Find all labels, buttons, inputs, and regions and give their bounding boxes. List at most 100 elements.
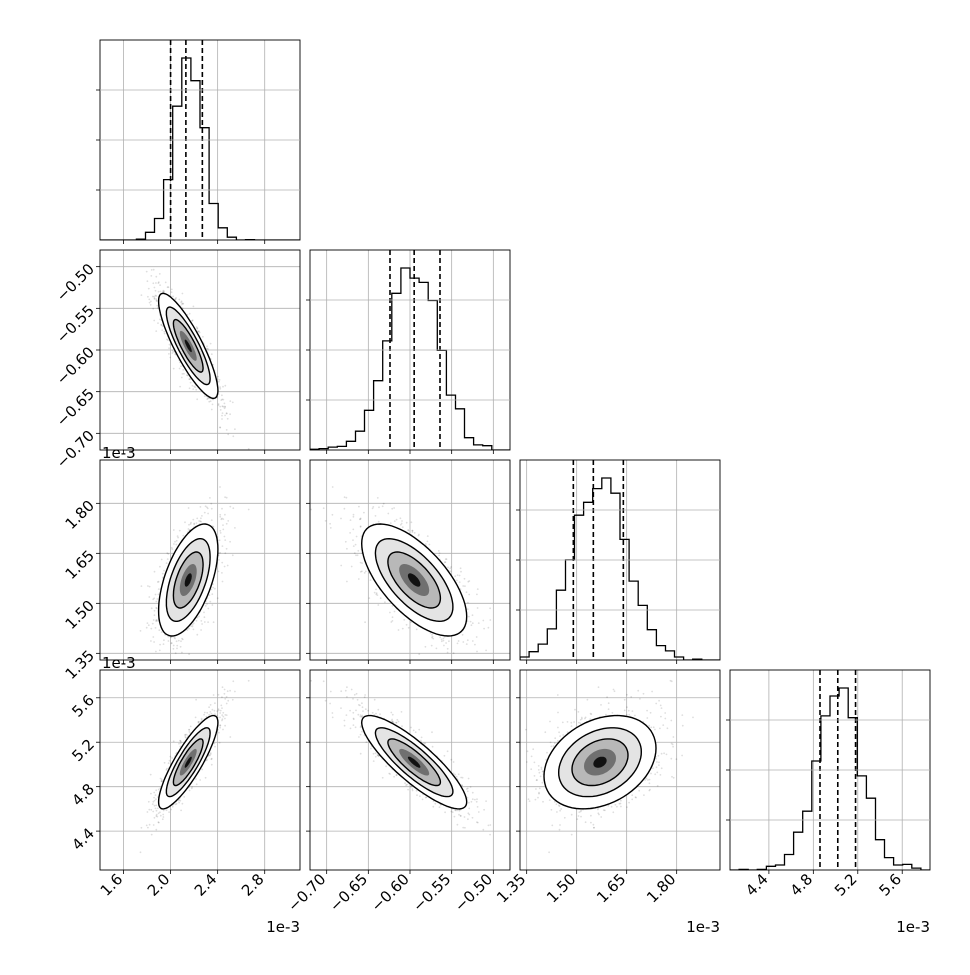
scatter-point: [155, 295, 157, 297]
scatter-point: [477, 588, 479, 590]
scatter-point: [206, 345, 208, 347]
scatter-point: [425, 646, 427, 648]
scatter-point: [182, 373, 184, 375]
scatter-point: [207, 621, 209, 623]
scatter-point: [234, 527, 236, 529]
scatter-point: [364, 572, 366, 574]
scatter-point: [189, 387, 191, 389]
scatter-point: [140, 630, 142, 632]
histogram-step: [100, 58, 300, 240]
scatter-point: [188, 628, 190, 630]
scatter-point: [200, 517, 202, 519]
scatter-point: [180, 646, 182, 648]
scatter-point: [218, 404, 220, 406]
scatter-point: [163, 643, 165, 645]
panel-content: [100, 245, 300, 450]
scatter-point: [162, 573, 164, 575]
scatter-point: [196, 518, 198, 520]
scatter-point: [193, 386, 195, 388]
scatter-point: [360, 571, 362, 573]
scatter-point: [158, 588, 160, 590]
scatter-point: [365, 571, 367, 573]
scatter-point: [460, 571, 462, 573]
scatter-point: [364, 621, 366, 623]
scatter-point: [352, 529, 354, 531]
scatter-point: [200, 629, 202, 631]
scatter-point: [368, 597, 370, 599]
scatter-point: [171, 642, 173, 644]
scatter-point: [229, 541, 231, 543]
scatter-point: [219, 516, 221, 518]
scatter-point: [219, 552, 221, 554]
scatter-point: [155, 282, 157, 284]
scatter-point: [192, 519, 194, 521]
scatter-point: [227, 565, 229, 567]
scatter-point: [155, 276, 157, 278]
scatter-point: [163, 639, 165, 641]
scatter-point: [458, 640, 460, 642]
scatter-point: [467, 602, 469, 604]
scatter-point: [459, 581, 461, 583]
scatter-point: [418, 653, 420, 655]
scatter-point: [159, 650, 161, 652]
scatter-point: [166, 664, 168, 666]
scatter-point: [168, 347, 170, 349]
scatter-point: [164, 333, 166, 335]
scatter-point: [467, 608, 469, 610]
scatter-point: [188, 653, 190, 655]
scatter-point: [222, 412, 224, 414]
scatter-point: [209, 497, 211, 499]
scatter-point: [171, 289, 173, 291]
scatter-point: [181, 377, 183, 379]
scatter-point: [400, 517, 402, 519]
scatter-point: [188, 528, 190, 530]
scatter-point: [163, 570, 165, 572]
scatter-point: [148, 624, 150, 626]
scatter-point: [192, 319, 194, 321]
scatter-point: [166, 552, 168, 554]
scatter-point: [193, 622, 195, 624]
scatter-point: [176, 640, 178, 642]
scatter-point: [158, 581, 160, 583]
scatter-point: [378, 521, 380, 523]
scatter-point: [155, 330, 157, 332]
scatter-point: [207, 513, 209, 515]
scatter-point: [182, 303, 184, 305]
scatter-point: [153, 641, 155, 643]
scatter-point: [377, 604, 379, 606]
scatter-point: [478, 622, 480, 624]
scatter-point: [184, 521, 186, 523]
scatter-point: [159, 566, 161, 568]
scatter-point: [172, 350, 174, 352]
scatter-point: [464, 578, 466, 580]
scatter-point: [214, 588, 216, 590]
scatter-point: [346, 548, 348, 550]
scatter-point: [441, 640, 443, 642]
scatter-point: [210, 503, 212, 505]
scatter-point: [151, 269, 153, 271]
scatter-point: [166, 562, 168, 564]
scatter-point: [159, 644, 161, 646]
scatter-point: [489, 607, 491, 609]
scatter-point: [196, 634, 198, 636]
scatter-point: [224, 496, 226, 498]
scatter-point: [513, 630, 515, 632]
panel-2-0: [96, 460, 300, 670]
scatter-point: [176, 540, 178, 542]
scatter-point: [226, 523, 228, 525]
scatter-point: [193, 523, 195, 525]
scatter-point: [179, 386, 181, 388]
scatter-point: [325, 520, 327, 522]
scatter-point: [489, 619, 491, 621]
scatter-point: [457, 643, 459, 645]
scatter-point: [332, 514, 334, 516]
scatter-point: [167, 286, 169, 288]
scatter-point: [192, 624, 194, 626]
scatter-point: [355, 544, 357, 546]
scatter-point: [205, 605, 207, 607]
scatter-point: [147, 622, 149, 624]
scatter-point: [219, 388, 221, 390]
scatter-point: [171, 352, 173, 354]
scatter-point: [222, 545, 224, 547]
scatter-point: [394, 611, 396, 613]
